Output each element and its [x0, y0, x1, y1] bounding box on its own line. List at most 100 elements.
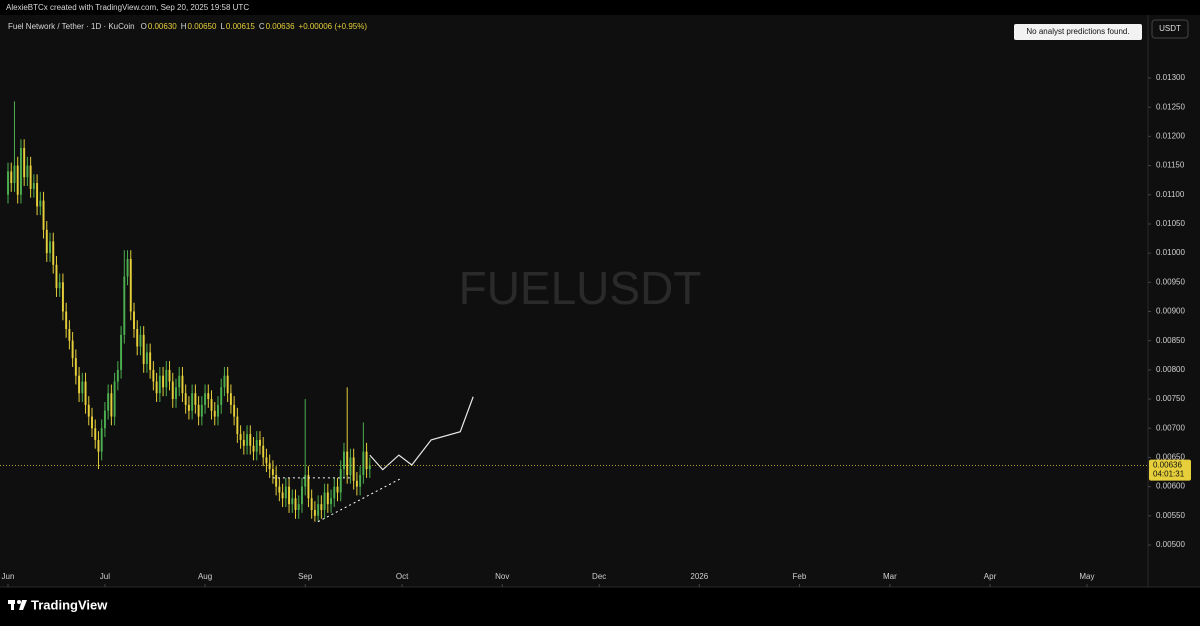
candle-body — [68, 329, 71, 341]
candle-body — [139, 334, 142, 347]
x-tick-label: Oct — [396, 572, 409, 581]
projection-path — [369, 396, 474, 471]
candle-body — [120, 334, 123, 370]
candle-body — [94, 428, 97, 440]
candle-body — [181, 375, 184, 394]
candle-body — [294, 498, 297, 510]
candle-body — [45, 229, 48, 254]
last-price-label: 0.00636 — [1153, 461, 1182, 470]
x-tick-label: Dec — [592, 572, 606, 581]
candle-body — [346, 451, 349, 475]
legend-value: 0.00636 — [266, 22, 295, 31]
legend-value: 0.00650 — [188, 22, 217, 31]
candle-body — [194, 393, 197, 405]
price-axis-background — [1148, 15, 1200, 587]
candle-body — [262, 445, 265, 458]
candle-body — [171, 381, 174, 400]
candle-body — [236, 416, 239, 435]
candle-body — [162, 375, 165, 388]
candle-body — [210, 399, 213, 411]
candle-body — [217, 404, 219, 417]
candle-body — [16, 165, 19, 195]
candle-body — [352, 457, 355, 481]
candle-body — [84, 381, 87, 405]
symbol-title: Fuel Network / Tether · 1D · KuCoin — [8, 22, 135, 31]
brand: TradingView — [8, 597, 108, 612]
legend-value: 0.00615 — [226, 22, 255, 31]
y-tick-label: 0.01100 — [1156, 190, 1185, 199]
candle-body — [129, 258, 132, 312]
candle-body — [23, 148, 26, 178]
y-tick-label: 0.01200 — [1156, 131, 1185, 140]
candle-body — [281, 492, 284, 499]
x-tick-label: Jul — [100, 572, 110, 581]
logo-mark — [19, 600, 27, 610]
y-tick-label: 0.00700 — [1156, 423, 1185, 432]
candle-body — [10, 171, 13, 184]
candle-body — [249, 434, 252, 446]
last-price-box — [1149, 459, 1191, 481]
candle-body — [320, 504, 323, 510]
logo-mark — [17, 600, 21, 604]
countdown: 04:01:31 — [1153, 470, 1185, 479]
candle-body — [326, 492, 329, 505]
candle-body — [165, 369, 168, 388]
candle-body — [223, 375, 226, 388]
candle-body — [55, 264, 58, 289]
currency[interactable]: USDT — [1159, 24, 1181, 33]
candle-body — [65, 311, 68, 330]
candle-body — [13, 165, 16, 184]
plot-background — [0, 15, 1148, 587]
y-tick-label: 0.00750 — [1156, 394, 1185, 403]
candle-body — [187, 404, 190, 411]
candle-body — [301, 486, 303, 505]
candle-body — [365, 451, 368, 470]
candle-body — [313, 509, 316, 516]
candle-body — [226, 375, 229, 394]
candle-body — [204, 393, 207, 405]
candle-body — [268, 463, 271, 470]
candle-body — [175, 387, 177, 400]
candle-body — [49, 241, 51, 254]
candle-body — [310, 498, 313, 510]
y-tick-label: 0.01250 — [1156, 102, 1185, 111]
candle-body — [78, 375, 81, 394]
x-tick-label: Sep — [298, 572, 313, 581]
candle-body — [342, 451, 345, 470]
candle-body — [275, 474, 278, 487]
candle-body — [349, 457, 352, 475]
candle-body — [42, 200, 45, 230]
candle-body — [330, 498, 333, 505]
candle-body — [278, 486, 281, 493]
currency-button[interactable] — [1151, 19, 1189, 39]
y-tick-label: 0.00900 — [1156, 307, 1185, 316]
candle-body — [116, 369, 119, 382]
candle-body — [29, 165, 32, 189]
candle-body — [336, 486, 339, 493]
x-tick-label: Mar — [883, 572, 897, 581]
notice-box — [1014, 24, 1142, 40]
candle-body — [265, 457, 268, 464]
candle-body — [52, 241, 55, 265]
candle-body — [168, 369, 171, 382]
candle-body — [152, 369, 155, 382]
candle-body — [291, 498, 294, 505]
candle-body — [233, 404, 236, 417]
candle-body — [288, 486, 291, 505]
candle-body — [368, 465, 371, 470]
candle-body — [333, 486, 336, 499]
candle-body — [107, 393, 110, 411]
trend-line — [317, 477, 403, 523]
legend-key: O — [141, 22, 147, 31]
candle-body — [284, 486, 287, 499]
x-tick-label: Jun — [2, 572, 15, 581]
candle-body — [36, 183, 39, 207]
candle-body — [242, 439, 245, 446]
y-tick-label: 0.01150 — [1156, 161, 1185, 170]
y-tick-label: 0.00650 — [1156, 453, 1185, 462]
x-tick-label: Aug — [198, 572, 212, 581]
notice: No analyst predictions found. — [1026, 27, 1129, 36]
y-tick-label: 0.00500 — [1156, 540, 1185, 549]
y-tick-label: 0.00850 — [1156, 336, 1185, 345]
